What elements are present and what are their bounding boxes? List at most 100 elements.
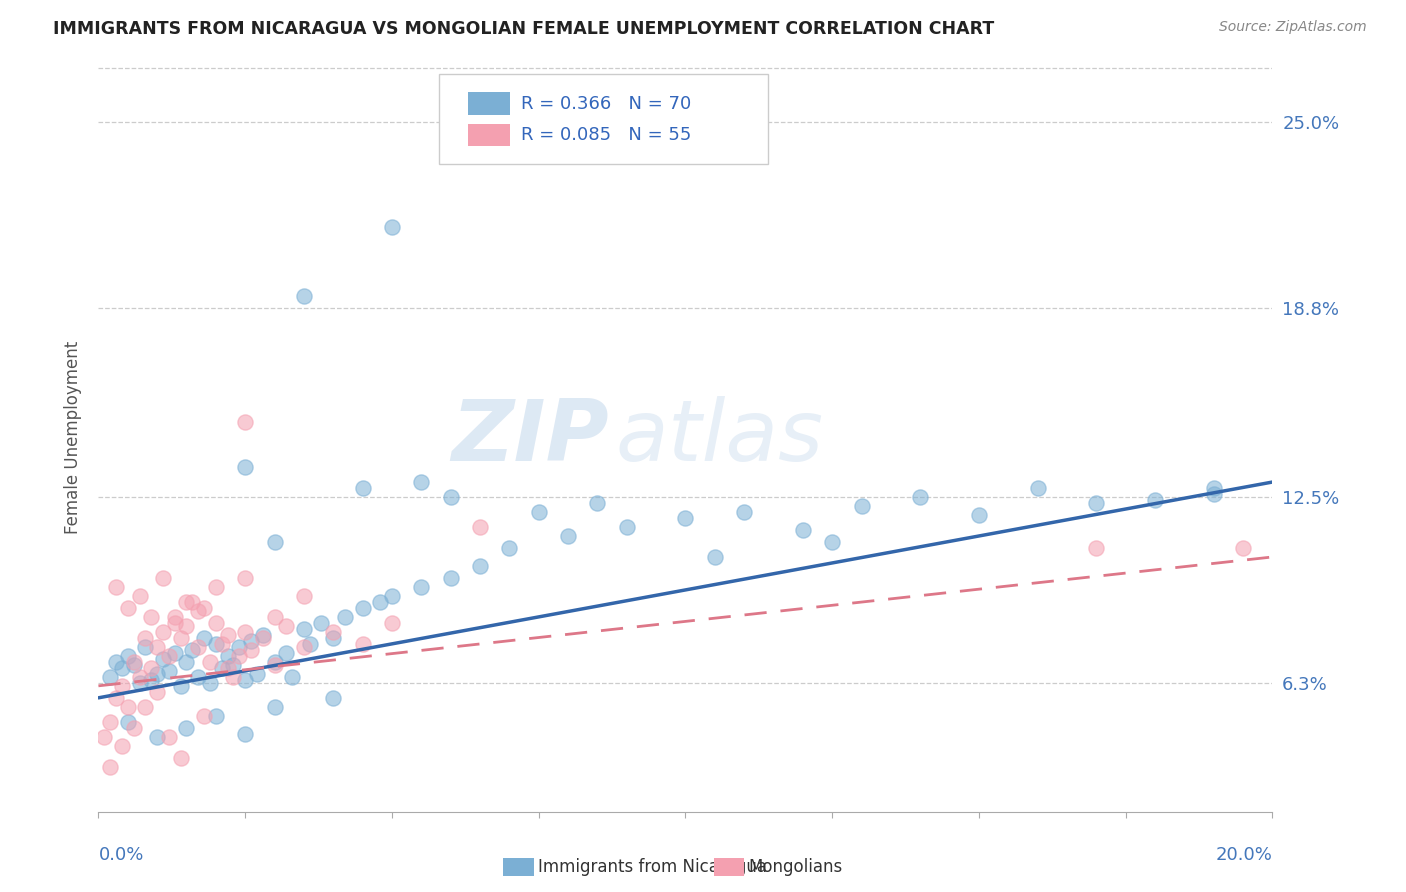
Text: 0.0%: 0.0% [98,846,143,863]
Point [157,664,180,678]
Point [93,730,115,744]
Point [134,640,156,654]
Point [122,655,145,669]
Point [169,679,191,693]
Point [233,727,256,741]
Point [134,631,156,645]
Point [111,679,134,693]
Point [152,624,174,639]
Point [263,699,285,714]
Point [176,619,198,633]
Point [181,595,204,609]
Point [440,571,463,585]
Point [352,481,374,495]
Point [205,637,228,651]
Point [105,690,128,705]
Point [411,475,433,489]
Point [163,610,186,624]
Point [152,571,174,585]
Point [228,648,250,663]
Point [141,661,163,675]
Point [616,520,638,534]
Point [240,643,263,657]
Point [281,670,304,684]
Point [233,624,256,639]
Point [152,652,174,666]
Point [117,714,139,729]
Point [792,523,814,537]
Point [311,615,333,630]
Point [381,589,404,603]
Point [176,595,198,609]
Point [98,714,121,729]
Point [352,601,374,615]
Point [222,657,245,672]
Point [228,640,250,654]
Point [1144,493,1167,508]
Point [122,721,145,735]
Y-axis label: Female Unemployment: Female Unemployment [63,341,82,533]
Text: atlas: atlas [614,395,823,479]
FancyBboxPatch shape [468,93,510,115]
Point [586,496,609,510]
Point [181,643,204,657]
Point [381,220,404,235]
Point [157,730,180,744]
Point [252,628,274,642]
Point [169,751,191,765]
Point [117,699,139,714]
Point [468,520,491,534]
FancyBboxPatch shape [439,74,768,163]
Point [1085,541,1108,555]
Point [98,760,121,774]
Point [193,708,215,723]
Point [205,580,228,594]
Point [967,508,990,522]
Point [98,670,121,684]
Point [292,622,315,636]
Point [111,739,134,753]
Point [821,535,844,549]
Point [211,661,233,675]
Point [440,490,463,504]
Point [169,631,191,645]
Point [381,615,404,630]
Point [527,505,550,519]
Point [733,505,755,519]
Point [1202,481,1225,495]
Point [193,631,215,645]
Point [111,661,134,675]
Point [240,633,263,648]
Point [187,640,209,654]
Point [146,666,169,681]
Point [263,610,285,624]
Point [851,499,873,513]
Point [322,690,344,705]
Point [333,610,356,624]
Point [163,646,186,660]
Point [233,673,256,687]
Point [217,648,239,663]
Point [128,670,150,684]
Text: IMMIGRANTS FROM NICARAGUA VS MONGOLIAN FEMALE UNEMPLOYMENT CORRELATION CHART: IMMIGRANTS FROM NICARAGUA VS MONGOLIAN F… [53,20,994,37]
Point [146,640,169,654]
Point [263,657,285,672]
Point [263,535,285,549]
Point [233,571,256,585]
Text: Source: ZipAtlas.com: Source: ZipAtlas.com [1219,20,1367,34]
Text: ZIP: ZIP [451,395,609,479]
Point [128,676,150,690]
Text: Immigrants from Nicaragua: Immigrants from Nicaragua [538,858,766,876]
Point [211,637,233,651]
Point [222,670,245,684]
Point [217,661,239,675]
Text: R = 0.366   N = 70: R = 0.366 N = 70 [522,95,692,112]
Point [205,615,228,630]
Point [146,730,169,744]
Point [252,631,274,645]
FancyBboxPatch shape [468,124,510,146]
Point [233,460,256,475]
Point [176,655,198,669]
Point [1026,481,1049,495]
Point [276,619,298,633]
